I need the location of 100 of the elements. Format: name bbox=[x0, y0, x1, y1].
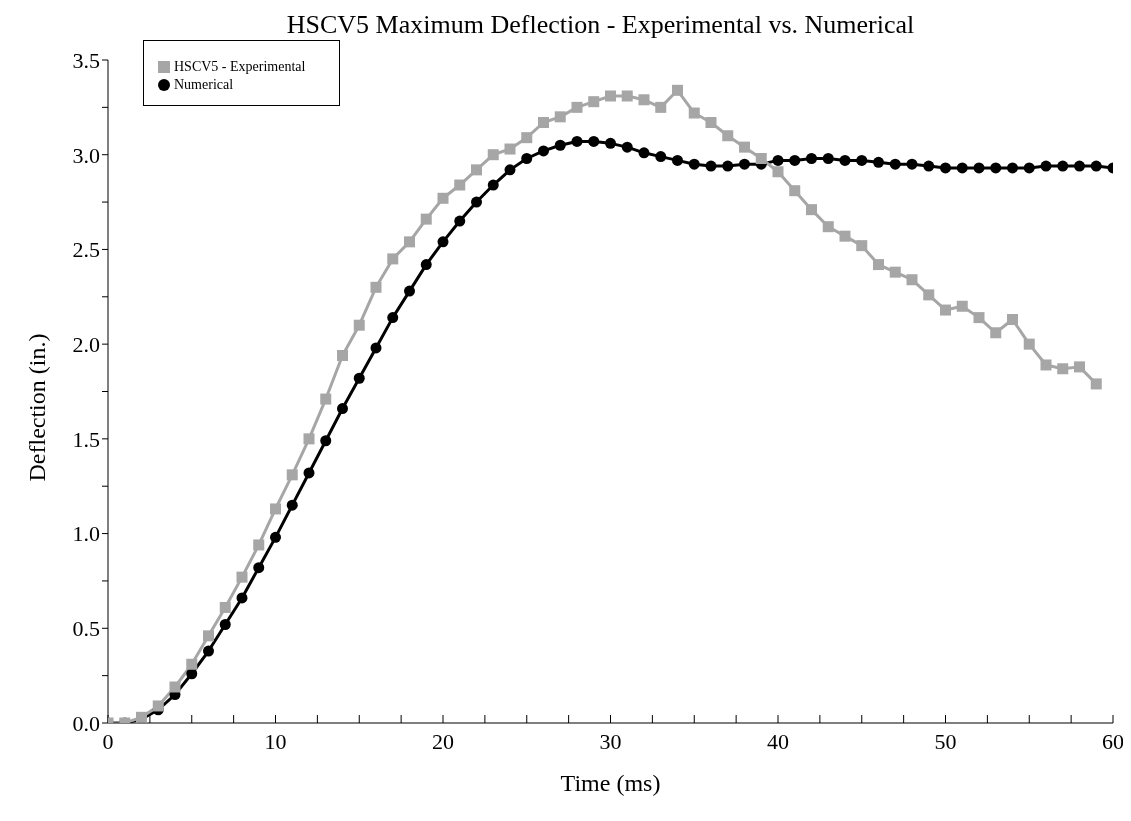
x-tick-label: 10 bbox=[264, 728, 287, 754]
point bbox=[437, 236, 449, 248]
point bbox=[286, 499, 298, 511]
point bbox=[203, 645, 214, 657]
point bbox=[856, 240, 868, 252]
x-tick-label: 40 bbox=[767, 728, 789, 754]
point bbox=[320, 435, 332, 447]
point bbox=[554, 139, 566, 151]
point bbox=[672, 154, 683, 166]
point bbox=[454, 179, 466, 191]
point bbox=[605, 90, 616, 102]
y-tick-label: 3.5 bbox=[72, 47, 100, 73]
point bbox=[152, 700, 164, 712]
point bbox=[806, 204, 817, 216]
point bbox=[571, 101, 583, 113]
point bbox=[303, 467, 315, 479]
point bbox=[404, 236, 415, 248]
point bbox=[755, 153, 767, 164]
point bbox=[638, 147, 650, 159]
point bbox=[219, 619, 231, 630]
legend-label: HSCV5 - Experimental bbox=[174, 59, 306, 74]
point bbox=[236, 592, 248, 604]
y-tick-label: 2.5 bbox=[72, 237, 100, 263]
point bbox=[605, 137, 616, 149]
y-tick-label: 0.5 bbox=[72, 616, 100, 642]
point bbox=[504, 164, 516, 176]
point bbox=[722, 160, 734, 172]
point bbox=[1057, 363, 1069, 375]
point bbox=[973, 312, 985, 324]
point bbox=[270, 531, 281, 543]
point bbox=[873, 156, 884, 168]
point bbox=[337, 403, 348, 415]
point bbox=[705, 117, 717, 129]
point bbox=[772, 154, 784, 166]
point bbox=[956, 162, 968, 174]
point bbox=[1090, 378, 1102, 390]
legend-label: Numerical bbox=[174, 77, 234, 92]
y-tick-label: 1.5 bbox=[72, 426, 100, 452]
point bbox=[621, 90, 633, 102]
point bbox=[437, 192, 449, 204]
point bbox=[923, 289, 935, 301]
point bbox=[521, 132, 533, 144]
point bbox=[253, 562, 265, 574]
point bbox=[1007, 162, 1018, 174]
point bbox=[487, 179, 499, 191]
point bbox=[1023, 162, 1035, 174]
x-tick-label: 60 bbox=[1102, 728, 1124, 754]
point bbox=[186, 658, 198, 670]
point bbox=[822, 153, 834, 164]
point bbox=[655, 151, 667, 163]
point bbox=[906, 274, 918, 286]
point bbox=[270, 503, 281, 515]
point bbox=[856, 154, 868, 166]
y-tick-label: 2.0 bbox=[72, 331, 100, 357]
point bbox=[404, 285, 415, 297]
point bbox=[387, 312, 399, 324]
point bbox=[554, 111, 566, 123]
point bbox=[420, 213, 432, 225]
point bbox=[588, 135, 600, 147]
point bbox=[538, 117, 549, 129]
point bbox=[739, 158, 750, 170]
point bbox=[923, 160, 935, 172]
point bbox=[973, 162, 985, 174]
point bbox=[353, 319, 365, 331]
point bbox=[320, 393, 332, 405]
point bbox=[990, 327, 1002, 339]
point bbox=[772, 166, 784, 178]
point bbox=[219, 601, 231, 613]
point bbox=[956, 300, 968, 312]
x-tick-label: 30 bbox=[599, 728, 622, 754]
point bbox=[387, 253, 399, 265]
point bbox=[286, 469, 298, 481]
point bbox=[1040, 359, 1052, 371]
x-tick-label: 50 bbox=[934, 728, 957, 754]
point bbox=[504, 143, 516, 155]
point bbox=[889, 158, 901, 170]
y-tick-label: 0.0 bbox=[72, 710, 100, 736]
point bbox=[940, 162, 951, 174]
point bbox=[672, 84, 683, 96]
point bbox=[621, 141, 633, 153]
point bbox=[839, 154, 851, 166]
point bbox=[906, 158, 918, 170]
y-tick-label: 3.0 bbox=[72, 142, 100, 168]
point bbox=[873, 259, 884, 271]
point bbox=[688, 158, 700, 170]
point bbox=[588, 96, 600, 108]
point bbox=[487, 149, 499, 161]
point bbox=[420, 259, 432, 271]
point bbox=[1057, 160, 1069, 172]
point bbox=[1090, 160, 1102, 172]
point bbox=[638, 94, 650, 106]
point bbox=[370, 281, 382, 293]
y-tick-label: 1.0 bbox=[72, 521, 100, 547]
point bbox=[236, 571, 248, 583]
point bbox=[739, 141, 750, 153]
point bbox=[1023, 338, 1035, 350]
point bbox=[169, 681, 181, 693]
point bbox=[1040, 160, 1052, 172]
point bbox=[353, 372, 365, 384]
point bbox=[370, 342, 382, 354]
